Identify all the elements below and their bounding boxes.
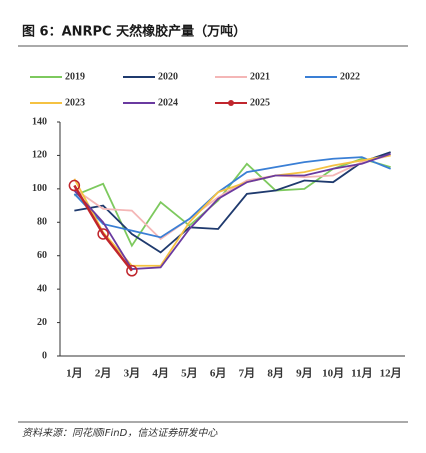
y-tick-label: 60 bbox=[37, 250, 47, 261]
point-marker bbox=[126, 265, 138, 277]
y-tick-label: 0 bbox=[42, 350, 47, 361]
y-tick-label: 140 bbox=[32, 116, 47, 127]
series-line bbox=[73, 156, 391, 239]
legend-label: 2019 bbox=[65, 71, 85, 82]
x-tick-label: 4月 bbox=[152, 367, 169, 380]
legend-label: 2022 bbox=[340, 71, 360, 82]
series-line bbox=[73, 152, 391, 271]
y-tick-label: 20 bbox=[37, 317, 47, 328]
x-tick-label: 11月 bbox=[351, 367, 372, 380]
legend-label: 2025 bbox=[250, 97, 270, 108]
y-tick-label: 100 bbox=[32, 183, 47, 194]
y-tick-label: 80 bbox=[37, 217, 47, 228]
point-marker bbox=[97, 228, 109, 240]
y-tick-label: 40 bbox=[37, 283, 47, 294]
y-tick-label: 120 bbox=[32, 150, 47, 161]
x-tick-label: 1月 bbox=[66, 367, 83, 380]
x-tick-label: 2月 bbox=[95, 367, 112, 380]
x-tick-label: 12月 bbox=[380, 367, 402, 380]
x-tick-label: 8月 bbox=[267, 367, 284, 380]
series-line bbox=[73, 154, 391, 241]
x-tick-label: 10月 bbox=[322, 367, 344, 380]
series-line bbox=[74, 157, 391, 248]
point-marker bbox=[68, 179, 81, 192]
x-tick-label: 3月 bbox=[124, 367, 141, 380]
x-tick-label: 9月 bbox=[296, 367, 313, 380]
x-tick-label: 5月 bbox=[181, 367, 198, 380]
legend-label: 2021 bbox=[250, 71, 270, 82]
x-tick-label: 7月 bbox=[239, 367, 256, 380]
series-line bbox=[73, 184, 133, 272]
source: 资料来源：同花顺iFinD，信达证券研发中心 bbox=[22, 427, 218, 439]
legend-label: 2023 bbox=[65, 97, 85, 108]
legend-label: 2024 bbox=[158, 97, 178, 108]
chart-title: 图 6：ANRPC 天然橡胶产量（万吨） bbox=[22, 24, 246, 40]
x-tick-label: 6月 bbox=[210, 367, 227, 380]
legend-label: 2020 bbox=[158, 71, 178, 82]
legend-marker bbox=[228, 100, 234, 106]
